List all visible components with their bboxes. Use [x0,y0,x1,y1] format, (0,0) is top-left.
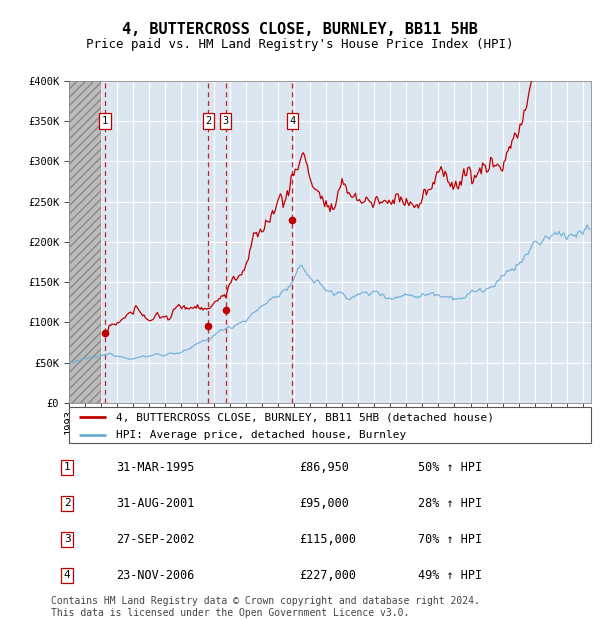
Text: HPI: Average price, detached house, Burnley: HPI: Average price, detached house, Burn… [116,430,406,440]
Text: 70% ↑ HPI: 70% ↑ HPI [418,533,482,546]
Text: 2: 2 [205,116,211,126]
Bar [69,81,101,403]
Text: 3: 3 [64,534,71,544]
Text: 50% ↑ HPI: 50% ↑ HPI [418,461,482,474]
Text: 31-MAR-1995: 31-MAR-1995 [116,461,194,474]
Text: 4: 4 [289,116,295,126]
Text: £86,950: £86,950 [299,461,349,474]
Text: 49% ↑ HPI: 49% ↑ HPI [418,569,482,582]
Text: £115,000: £115,000 [299,533,356,546]
Text: 1: 1 [64,463,71,472]
Text: 31-AUG-2001: 31-AUG-2001 [116,497,194,510]
Text: 27-SEP-2002: 27-SEP-2002 [116,533,194,546]
Text: Contains HM Land Registry data © Crown copyright and database right 2024.
This d: Contains HM Land Registry data © Crown c… [51,596,480,618]
Text: 23-NOV-2006: 23-NOV-2006 [116,569,194,582]
Text: 4, BUTTERCROSS CLOSE, BURNLEY, BB11 5HB (detached house): 4, BUTTERCROSS CLOSE, BURNLEY, BB11 5HB … [116,412,494,422]
Text: 1: 1 [102,116,108,126]
Text: 4: 4 [64,570,71,580]
Text: 4, BUTTERCROSS CLOSE, BURNLEY, BB11 5HB: 4, BUTTERCROSS CLOSE, BURNLEY, BB11 5HB [122,22,478,37]
FancyBboxPatch shape [69,407,591,443]
Text: £95,000: £95,000 [299,497,349,510]
Text: Price paid vs. HM Land Registry's House Price Index (HPI): Price paid vs. HM Land Registry's House … [86,38,514,51]
Text: 28% ↑ HPI: 28% ↑ HPI [418,497,482,510]
Text: 2: 2 [64,498,71,508]
Text: £227,000: £227,000 [299,569,356,582]
Text: 3: 3 [223,116,229,126]
